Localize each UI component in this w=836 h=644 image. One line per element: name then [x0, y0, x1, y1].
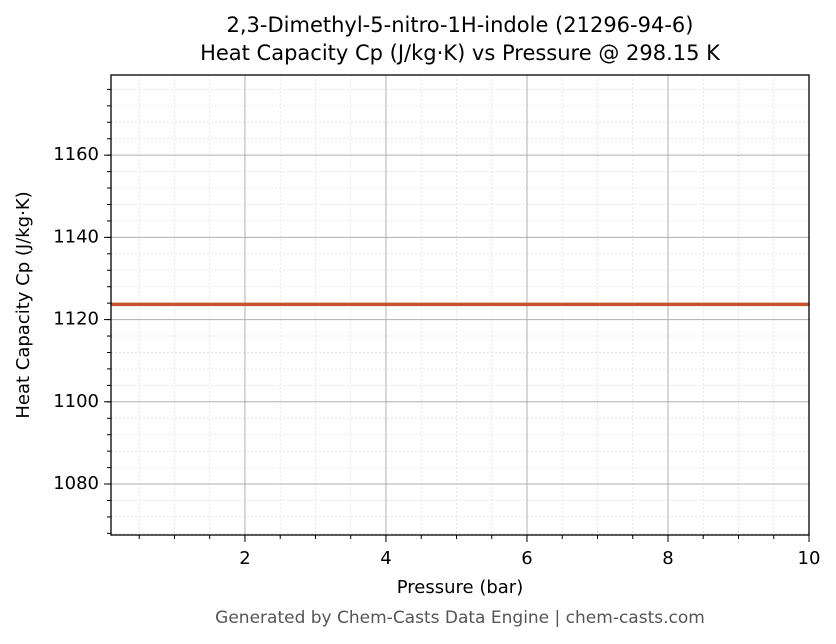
y-tick-label: 1100: [53, 391, 99, 412]
x-axis-label: Pressure (bar): [397, 577, 523, 598]
y-tick-label: 1160: [53, 144, 99, 165]
x-tick-label: 8: [662, 548, 673, 569]
y-axis-label: Heat Capacity Cp (J/kg·K): [13, 191, 34, 418]
chart-subtitle: Heat Capacity Cp (J/kg·K) vs Pressure @ …: [200, 41, 721, 65]
chart-title: 2,3-Dimethyl-5-nitro-1H-indole (21296-94…: [227, 13, 694, 37]
x-tick-label: 2: [239, 548, 250, 569]
y-tick-label: 1120: [53, 309, 99, 330]
footer: Generated by Chem-Casts Data Engine | ch…: [215, 608, 705, 628]
x-tick-label: 4: [380, 548, 391, 569]
x-tick-label: 10: [798, 548, 821, 569]
plot-frame: [110, 74, 810, 536]
y-tick-label: 1140: [53, 226, 99, 247]
x-tick-label: 6: [521, 548, 532, 569]
y-tick-label: 1080: [53, 473, 99, 494]
